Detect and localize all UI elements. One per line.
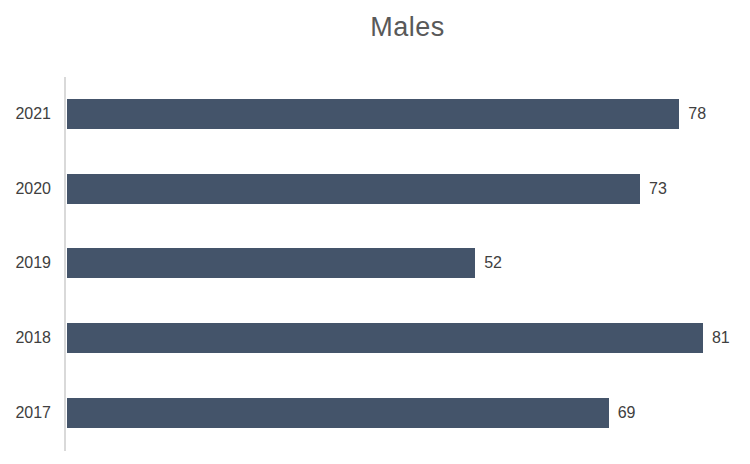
bar-row: 2021 78 bbox=[0, 77, 750, 152]
plot-area: 2021 78 2020 73 2019 52 2018 81 2017 69 bbox=[0, 77, 750, 450]
bar bbox=[67, 99, 679, 129]
y-axis-tick-label: 2017 bbox=[0, 404, 51, 422]
bar-track: 73 bbox=[67, 174, 750, 204]
value-label: 73 bbox=[649, 180, 667, 198]
bar bbox=[67, 248, 475, 278]
y-axis-tick-label: 2019 bbox=[0, 254, 51, 272]
bar bbox=[67, 398, 609, 428]
bar-row: 2020 73 bbox=[0, 152, 750, 227]
value-label: 81 bbox=[712, 329, 730, 347]
bar-track: 69 bbox=[67, 398, 750, 428]
value-label: 78 bbox=[688, 105, 706, 123]
y-axis-tick-label: 2020 bbox=[0, 180, 51, 198]
bar-track: 78 bbox=[67, 99, 750, 129]
bar bbox=[67, 174, 640, 204]
bar-row: 2019 52 bbox=[0, 226, 750, 301]
bar-track: 52 bbox=[67, 248, 750, 278]
chart-title: Males bbox=[65, 12, 750, 43]
bar bbox=[67, 323, 703, 353]
bar-row: 2018 81 bbox=[0, 301, 750, 376]
y-axis-tick-label: 2021 bbox=[0, 105, 51, 123]
bar-track: 81 bbox=[67, 323, 750, 353]
y-axis-tick-label: 2018 bbox=[0, 329, 51, 347]
bar-chart: Males 2021 78 2020 73 2019 52 2018 81 20… bbox=[0, 0, 750, 464]
value-label: 69 bbox=[618, 404, 636, 422]
bar-row: 2017 69 bbox=[0, 375, 750, 450]
value-label: 52 bbox=[484, 254, 502, 272]
